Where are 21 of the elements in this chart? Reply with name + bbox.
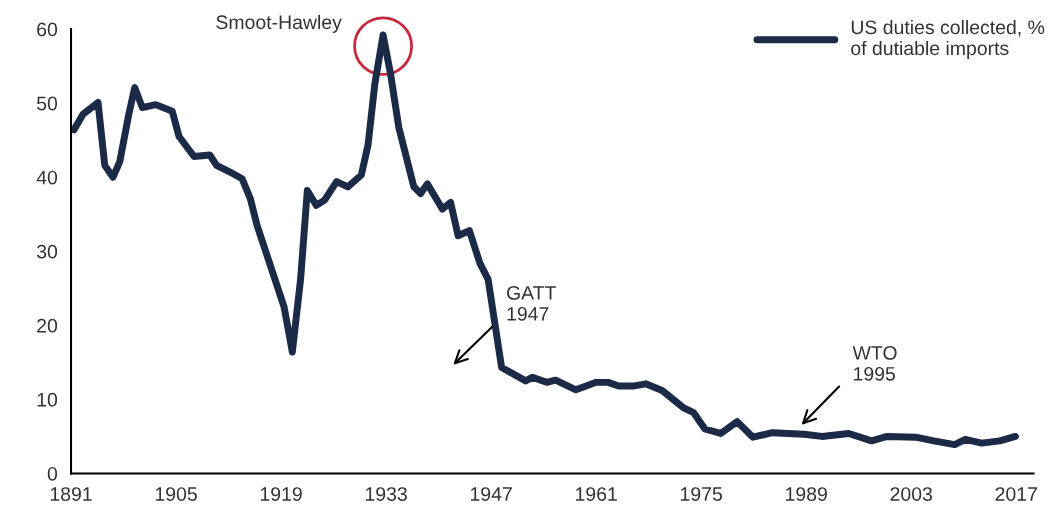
y-tick-label: 10 bbox=[37, 392, 58, 407]
y-tick-label: 20 bbox=[37, 318, 58, 333]
x-tick-label: 1961 bbox=[576, 487, 617, 501]
y-tick-label: 40 bbox=[36, 170, 58, 185]
legend-label: US duties collected, % of dutiable imports bbox=[851, 19, 1045, 59]
x-tick-label: 1891 bbox=[50, 487, 92, 501]
x-tick-label: 2017 bbox=[995, 487, 1037, 501]
y-tick-label: 30 bbox=[36, 244, 58, 259]
y-tick-label: 50 bbox=[36, 96, 58, 111]
x-tick-label: 1919 bbox=[260, 487, 302, 501]
annotation: GATT 1947 bbox=[507, 286, 557, 321]
x-tick-label: 1947 bbox=[470, 487, 512, 501]
x-tick-label: 2003 bbox=[890, 487, 932, 501]
x-tick-label: 1933 bbox=[365, 487, 407, 501]
x-tick-label: 1975 bbox=[681, 487, 722, 501]
annotation: WTO 1995 bbox=[852, 346, 897, 381]
y-tick-label: 60 bbox=[37, 22, 58, 37]
x-tick-label: 1989 bbox=[786, 487, 827, 501]
y-tick-label: 0 bbox=[47, 466, 58, 481]
annotation: Smoot-Hawley bbox=[216, 14, 342, 33]
x-tick-label: 1905 bbox=[155, 487, 197, 501]
